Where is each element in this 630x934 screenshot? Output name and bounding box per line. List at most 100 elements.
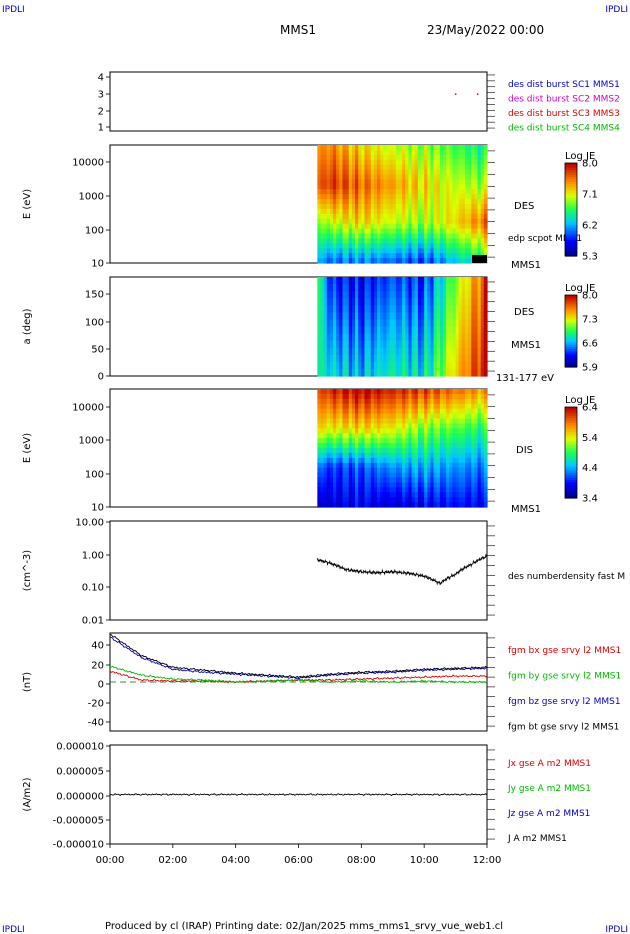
panel2-cell [329,253,334,259]
panel2-cell [414,243,419,249]
panel4-cell [471,389,476,395]
panel2-cell [405,154,410,161]
panel4-cell [389,423,394,429]
panel3-cell [471,354,476,363]
panel2-cell [408,243,413,249]
panel2-cell [474,228,479,235]
time-tick-label: 12:00 [473,855,502,866]
panel5-ytick-label: 10.00 [75,518,104,529]
panel4-cell [395,452,400,459]
panel2-cell [414,154,419,161]
panel7-ytick-label: 0.000005 [56,767,104,778]
panel3-species: DES [514,307,534,318]
panel2-cell [436,149,441,156]
panel4-cell [345,413,350,420]
panel2-cell [433,258,438,264]
panel4-cell [370,472,375,479]
panel4-cell [474,467,479,474]
panel4-cell [477,462,482,469]
panel4-cell [389,403,394,410]
panel2-cell [408,204,413,210]
panel2-cell [317,189,322,195]
panel4-cell [329,428,334,434]
panel2-cell [377,233,381,240]
panel2-cell [342,208,347,215]
panel3-cell [399,340,403,349]
panel4-cell [320,472,325,479]
panel2-cell [455,184,460,190]
panel4-cell [348,472,353,479]
panel3-cell [339,361,344,370]
panel4-cell [402,403,406,410]
panel2-cell [345,164,350,171]
panel4-cell [370,428,375,434]
panel4-cell [326,398,331,405]
panel4-cell [367,413,372,420]
panel2-overlay: edp scpot MMS1 [508,234,582,244]
panel3-cell [446,340,450,349]
panel2-cell [386,248,391,254]
panel2-cell [351,179,356,185]
panel4-cell [405,482,410,488]
panel4-cell [342,398,347,405]
panel2-cell [452,248,457,254]
panel2-cell [474,194,479,200]
panel2-cell [421,233,425,240]
panel3-cell [452,319,457,328]
panel2-cell [474,184,479,190]
panel2-cell [339,223,344,230]
panel4-cell [320,398,325,405]
panel4-cell [358,462,362,469]
panel4-cell [364,389,369,395]
panel4-cell [480,418,485,425]
panel4-cell [367,389,372,395]
panel3-cbar-cell [565,325,577,328]
panel4-cell [389,462,394,469]
panel2-cell [468,208,472,215]
panel4-cell [477,428,482,434]
panel3-cell [468,333,472,342]
panel2-cell [477,169,482,176]
panel2-cell [414,223,419,230]
panel3-cell [355,326,359,335]
panel3-cell [364,277,369,285]
panel3-cell [355,319,359,328]
panel4-cell [317,467,322,474]
panel4-cell [367,433,372,439]
panel2-cell [336,179,340,185]
panel4-cell [323,408,328,415]
panel2-cell [480,233,485,240]
panel4-cell [399,497,403,503]
panel2-cell [421,223,425,230]
panel4-cbar-cell [565,486,577,490]
panel4-cell [377,462,381,469]
panel2-cell [377,208,381,215]
panel3-cbar-cell [565,307,577,310]
panel3-cell [383,312,388,321]
panel3-cell [408,291,413,299]
panel3-cbar-tick: 5.9 [582,363,598,374]
panel3-cell [417,340,422,349]
panel2-cell [399,243,403,249]
panel2-cell [351,154,356,161]
panel3-cell [377,333,381,342]
panel2-cell [408,149,413,156]
panel4-cell [392,398,397,405]
panel3-cell [377,277,381,285]
panel4-cell [333,413,337,420]
panel3-cell [348,319,353,328]
panel3-cell [364,347,369,356]
panel3-cell [364,312,369,321]
panel4-cell [458,492,463,498]
panel3-cell [329,361,334,370]
panel4-cell [320,467,325,474]
panel4-cell [339,467,344,474]
panel2-cell [417,223,422,230]
panel4-cell [474,438,479,444]
panel3-cell [477,354,482,363]
panel4-cell [452,457,457,464]
panel4-cell [402,487,406,493]
panel4-cell [468,438,472,444]
panel2-cell [480,213,485,220]
